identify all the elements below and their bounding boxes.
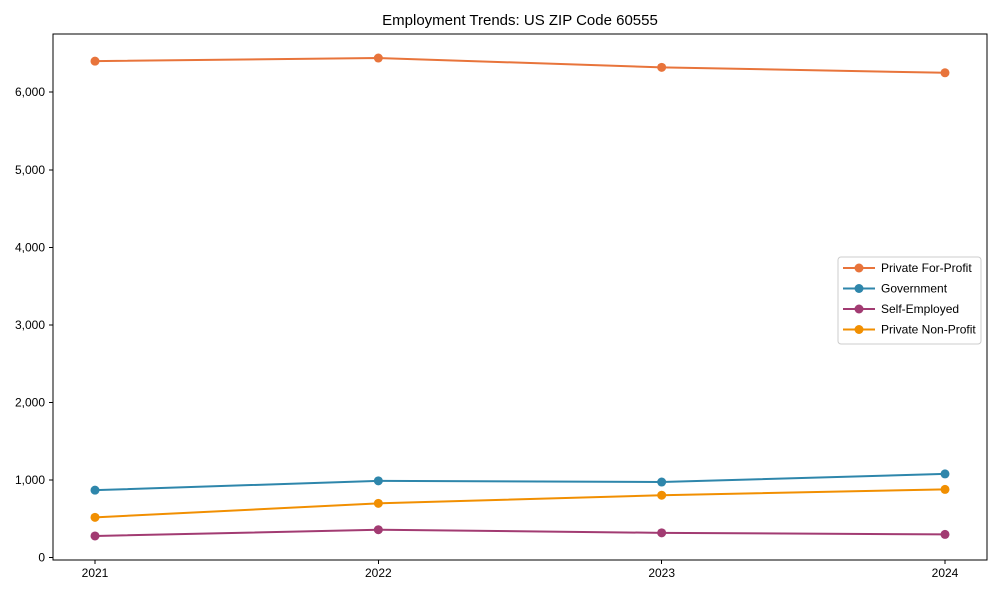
legend-item: Private Non-Profit	[843, 323, 976, 337]
series-line-government	[94, 472, 946, 492]
legend-label: Government	[881, 282, 948, 296]
data-point	[657, 528, 667, 538]
x-tick-label: 2022	[365, 566, 392, 580]
data-point	[373, 525, 383, 535]
y-tick-label: 4,000	[15, 240, 45, 254]
data-point	[90, 56, 100, 66]
data-point	[373, 476, 383, 486]
data-point	[657, 477, 667, 487]
y-tick-label: 2,000	[15, 396, 45, 410]
data-point	[90, 531, 100, 541]
data-point	[940, 68, 950, 78]
legend-label: Self-Employed	[881, 302, 959, 316]
legend-swatch-marker	[854, 325, 864, 334]
y-tick-label: 0	[38, 551, 45, 565]
legend-swatch-marker	[854, 284, 864, 293]
data-point	[373, 498, 383, 508]
data-point	[940, 529, 950, 539]
y-tick-label: 6,000	[15, 85, 45, 99]
data-point	[940, 469, 950, 479]
data-point	[940, 484, 950, 494]
chart-title: Employment Trends: US ZIP Code 60555	[382, 12, 658, 29]
series-line-self-employed	[94, 528, 946, 537]
legend-item: Self-Employed	[843, 302, 959, 316]
x-tick-label: 2024	[932, 566, 959, 580]
data-point	[373, 53, 383, 63]
series-layer	[90, 53, 950, 541]
x-tick-label: 2023	[648, 566, 675, 580]
data-point	[657, 62, 667, 72]
legend-box	[837, 256, 982, 345]
legend-label: Private For-Profit	[881, 261, 972, 275]
legend: Private For-Profit Government Self-Employe…	[837, 256, 982, 345]
y-tick-label: 3,000	[15, 318, 45, 332]
data-point	[90, 512, 100, 522]
x-tick-label: 2021	[82, 566, 109, 580]
series-line-private-for-profit	[94, 57, 946, 74]
y-tick-label: 1,000	[15, 473, 45, 487]
legend-swatch-marker	[854, 304, 864, 314]
plot-border	[52, 33, 988, 561]
axes: 0 1,000 2,000 3,000 4,000 5,000 6,000 2021 2022 2…	[15, 33, 988, 580]
data-point	[657, 490, 667, 500]
legend-item: Private For-Profit	[843, 261, 972, 275]
legend-item: Government	[843, 282, 948, 296]
legend-label: Private Non-Profit	[881, 323, 976, 337]
series-line-private-non-profit	[94, 488, 946, 519]
y-tick-label: 5,000	[15, 163, 45, 177]
data-point	[90, 485, 100, 495]
legend-swatch-marker	[854, 263, 864, 273]
